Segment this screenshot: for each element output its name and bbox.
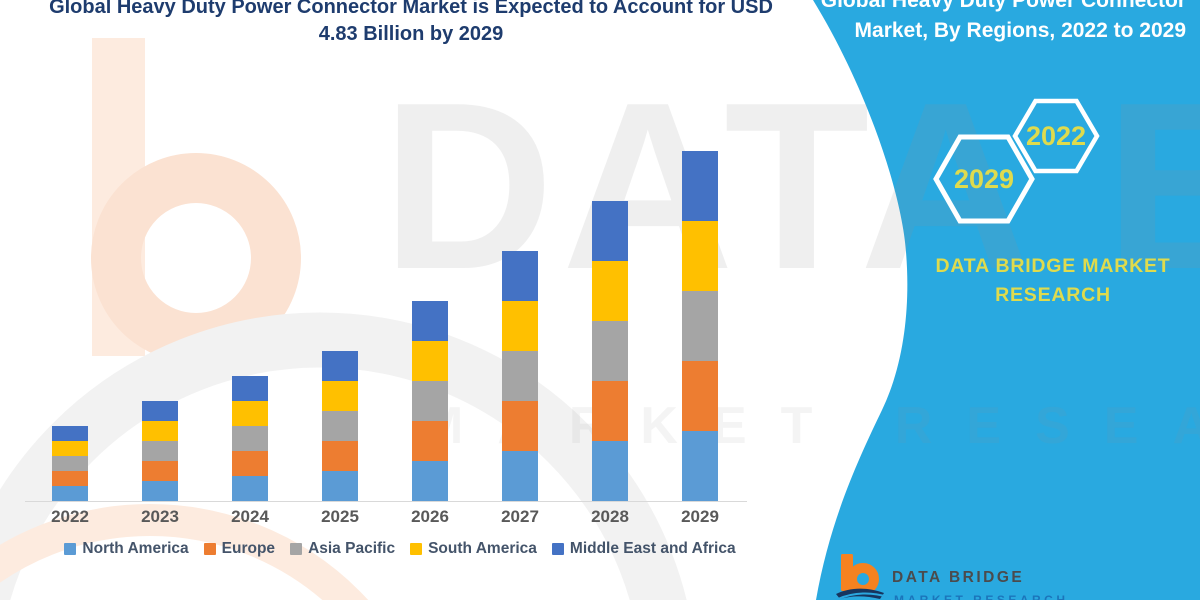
x-axis-label-2025: 2025	[321, 507, 359, 526]
bar-segment-2022-europe	[52, 471, 88, 486]
footer-logo-name: DATA BRIDGE	[892, 569, 1025, 586]
chart-title-line2: 4.83 Billion by 2029	[318, 23, 504, 45]
bar-segment-2029-europe	[682, 361, 718, 432]
bar-segment-2024-middle-east-and-africa	[232, 376, 268, 402]
bar-segment-2026-asia-pacific	[412, 381, 448, 422]
legend-item-middle-east-and-africa: Middle East and Africa	[551, 540, 736, 558]
x-axis-line	[25, 501, 747, 502]
chart-legend: North America Europe Asia Pacific South Ame…	[15, 540, 785, 558]
legend-item-asia-pacific: Asia Pacific	[290, 540, 395, 558]
brand-wordmark: DATA BRIDGE MARKET RESEARCH	[897, 252, 1200, 310]
bar-segment-2023-asia-pacific	[142, 441, 178, 462]
chart-title: Global Heavy Duty Power Connector Market…	[8, 0, 814, 48]
legend-label: Europe	[221, 540, 276, 557]
bar-segment-2029-south-america	[682, 221, 718, 292]
banner-heading-line2: Market, By Regions, 2022 to 2029	[854, 19, 1186, 42]
x-axis-label-2029: 2029	[681, 507, 719, 526]
bar-segment-2025-asia-pacific	[322, 411, 358, 442]
hexagon-2022-outline	[1012, 98, 1100, 174]
bar-segment-2026-europe	[412, 421, 448, 462]
bar-segment-2029-asia-pacific	[682, 291, 718, 362]
bar-segment-2025-south-america	[322, 381, 358, 412]
bar-segment-2025-middle-east-and-africa	[322, 351, 358, 382]
legend-item-north-america: North America	[64, 540, 189, 558]
watermark-gray-circle	[0, 312, 687, 600]
legend-label: Middle East and Africa	[569, 540, 736, 557]
footer-logo: DATA BRIDGE MARKET RESEARCH	[836, 552, 1196, 600]
hexagon-2029-outline	[933, 134, 1035, 224]
bar-segment-2028-north-america	[592, 441, 628, 501]
bar-segment-2027-europe	[502, 401, 538, 452]
bar-segment-2024-asia-pacific	[232, 426, 268, 452]
bar-segment-2023-europe	[142, 461, 178, 481]
bar-segment-2024-south-america	[232, 401, 268, 427]
watermark-peach-circle	[0, 504, 369, 600]
x-axis-label-2023: 2023	[141, 507, 179, 526]
bar-segment-2023-north-america	[142, 481, 178, 501]
legend-swatch-icon	[64, 543, 77, 555]
legend-item-europe: Europe	[203, 540, 276, 558]
bar-segment-2024-europe	[232, 451, 268, 476]
x-axis-label-2024: 2024	[231, 507, 269, 526]
hexagon-2022-label: 2022	[1026, 121, 1086, 151]
footer-logo-subtitle: MARKET RESEARCH	[894, 593, 1069, 600]
x-axis-label-2028: 2028	[591, 507, 629, 526]
legend-label: Asia Pacific	[308, 540, 396, 557]
legend-swatch-icon	[203, 543, 216, 555]
bar-segment-2022-south-america	[52, 441, 88, 457]
legend-label: South America	[428, 540, 537, 557]
bar-segment-2029-north-america	[682, 431, 718, 501]
bar-segment-2022-asia-pacific	[52, 456, 88, 472]
legend-label: North America	[82, 540, 189, 557]
x-axis-label-2027: 2027	[501, 507, 539, 526]
bar-segment-2027-middle-east-and-africa	[502, 251, 538, 302]
databridge-b-icon	[836, 554, 888, 600]
bar-segment-2027-asia-pacific	[502, 351, 538, 402]
bar-segment-2022-north-america	[52, 486, 88, 501]
banner-heading: Global Heavy Duty Power Connector Market…	[566, 0, 1186, 46]
bar-segment-2028-south-america	[592, 261, 628, 322]
chart-title-line1: Global Heavy Duty Power Connector Market…	[49, 0, 773, 18]
bar-segment-2023-middle-east-and-africa	[142, 401, 178, 422]
bar-segment-2026-north-america	[412, 461, 448, 501]
bar-segment-2028-asia-pacific	[592, 321, 628, 382]
bar-segment-2027-south-america	[502, 301, 538, 352]
hexagon-2029-label: 2029	[954, 164, 1014, 194]
bar-segment-2025-north-america	[322, 471, 358, 501]
bar-segment-2022-middle-east-and-africa	[52, 426, 88, 442]
bar-segment-2025-europe	[322, 441, 358, 472]
bar-segment-2024-north-america	[232, 476, 268, 501]
bar-segment-2023-south-america	[142, 421, 178, 442]
legend-swatch-icon	[290, 543, 303, 555]
x-axis-label-2022: 2022	[51, 507, 89, 526]
legend-swatch-icon	[410, 543, 423, 555]
cyan-panel-shape	[813, 0, 1200, 600]
legend-item-south-america: South America	[410, 540, 537, 558]
bar-segment-2026-middle-east-and-africa	[412, 301, 448, 342]
bar-segment-2026-south-america	[412, 341, 448, 382]
bar-segment-2027-north-america	[502, 451, 538, 501]
banner-heading-line1: Global Heavy Duty Power Connector	[820, 0, 1186, 12]
bar-segment-2029-middle-east-and-africa	[682, 151, 718, 222]
brand-wordmark-line2: RESEARCH	[995, 284, 1111, 306]
bar-segment-2028-europe	[592, 381, 628, 442]
x-axis-label-2026: 2026	[411, 507, 449, 526]
brand-wordmark-line1: DATA BRIDGE MARKET	[935, 255, 1171, 277]
legend-swatch-icon	[551, 543, 564, 555]
bar-segment-2028-middle-east-and-africa	[592, 201, 628, 262]
